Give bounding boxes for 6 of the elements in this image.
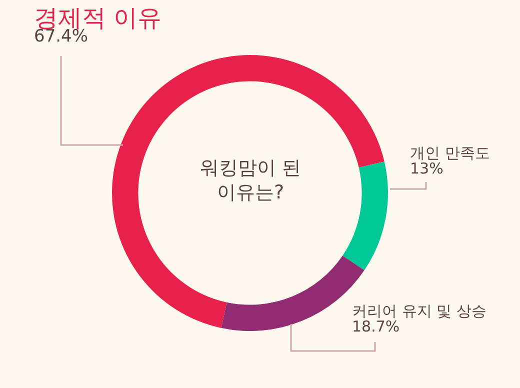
slice-label: 커리어 유지 및 상승 xyxy=(352,302,486,320)
slice-label: 개인 만족도 xyxy=(410,144,490,162)
donut-slice xyxy=(342,162,388,270)
text: 워킹맘이 된 이유는? xyxy=(200,157,302,204)
data-label: 13% xyxy=(410,160,444,178)
data-label: 18.7% xyxy=(352,318,400,336)
